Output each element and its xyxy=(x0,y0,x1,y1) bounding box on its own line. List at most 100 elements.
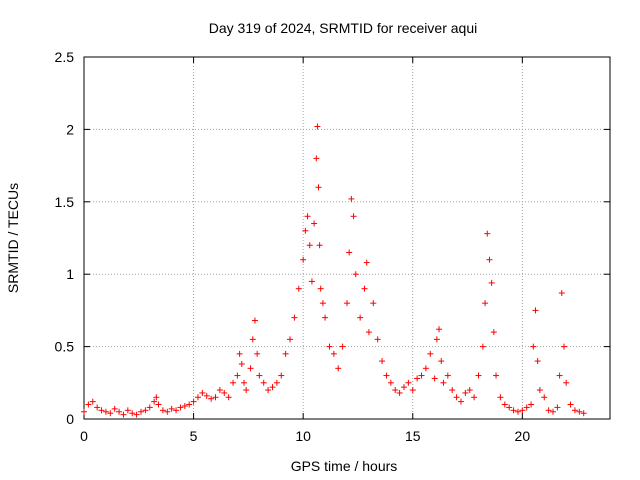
data-point xyxy=(300,256,307,263)
data-point xyxy=(199,389,206,396)
data-point xyxy=(409,387,416,394)
data-point xyxy=(550,408,557,415)
data-point xyxy=(497,394,504,401)
grid-lines xyxy=(84,57,610,419)
data-point xyxy=(414,375,421,382)
data-point xyxy=(532,307,539,314)
data-point xyxy=(427,350,434,357)
data-point xyxy=(383,372,390,379)
data-point xyxy=(466,387,473,394)
data-point xyxy=(260,379,267,386)
data-point xyxy=(311,220,318,227)
data-point xyxy=(287,336,294,343)
x-tick-label: 0 xyxy=(80,428,88,444)
data-point xyxy=(554,404,561,411)
data-point xyxy=(230,379,237,386)
data-point xyxy=(124,407,131,414)
data-point xyxy=(146,404,153,411)
data-point xyxy=(308,278,315,285)
data-point xyxy=(556,372,563,379)
data-point xyxy=(339,343,346,350)
x-tick-label: 5 xyxy=(190,428,198,444)
x-tick-label: 10 xyxy=(295,428,311,444)
data-point xyxy=(306,242,313,249)
data-point xyxy=(514,408,521,415)
data-point xyxy=(534,358,541,365)
data-point xyxy=(405,379,412,386)
data-point xyxy=(247,365,254,372)
data-point xyxy=(265,387,272,394)
data-point xyxy=(111,405,118,412)
data-point xyxy=(571,407,578,414)
x-axis-label: GPS time / hours xyxy=(291,458,398,474)
data-point xyxy=(541,394,548,401)
data-point xyxy=(576,408,583,415)
data-point xyxy=(216,387,223,394)
data-point xyxy=(479,343,486,350)
data-point xyxy=(234,372,241,379)
data-point xyxy=(243,387,250,394)
data-point xyxy=(98,407,105,414)
data-point xyxy=(221,389,228,396)
data-point xyxy=(251,317,258,324)
data-point xyxy=(278,372,285,379)
data-point xyxy=(153,394,160,401)
y-tick-label: 0.5 xyxy=(55,339,75,355)
data-point xyxy=(523,404,530,411)
data-point xyxy=(133,411,140,418)
data-point xyxy=(433,336,440,343)
data-point xyxy=(102,408,109,415)
data-point xyxy=(116,408,123,415)
data-point xyxy=(212,394,219,401)
data-point xyxy=(282,350,289,357)
data-point xyxy=(137,408,144,415)
data-point xyxy=(295,285,302,292)
data-point xyxy=(249,336,256,343)
data-point xyxy=(370,300,377,307)
data-point xyxy=(129,410,136,417)
data-point xyxy=(484,230,491,237)
data-point xyxy=(392,387,399,394)
data-point xyxy=(120,411,127,418)
data-point xyxy=(449,387,456,394)
y-tick-label: 2.5 xyxy=(55,49,75,65)
data-point xyxy=(186,401,193,408)
data-point xyxy=(580,410,587,417)
data-point xyxy=(422,365,429,372)
data-point xyxy=(379,358,386,365)
data-point xyxy=(168,405,175,412)
data-point xyxy=(348,195,355,202)
y-tick-label: 0 xyxy=(66,411,74,427)
data-point xyxy=(519,407,526,414)
chart-title: Day 319 of 2024, SRMTID for receiver aqu… xyxy=(209,20,477,36)
data-point xyxy=(304,213,311,220)
data-point xyxy=(319,300,326,307)
data-point xyxy=(316,242,323,249)
data-point xyxy=(453,394,460,401)
data-point xyxy=(444,372,451,379)
data-point xyxy=(142,407,149,414)
data-point xyxy=(374,336,381,343)
axis-ticks xyxy=(83,56,610,420)
data-point xyxy=(440,379,447,386)
y-tick-label: 1 xyxy=(66,266,74,282)
data-point xyxy=(181,402,188,409)
data-point xyxy=(436,326,443,333)
data-point xyxy=(273,379,280,386)
data-point xyxy=(462,389,469,396)
data-point xyxy=(493,372,500,379)
data-point xyxy=(501,401,508,408)
x-tick-label: 20 xyxy=(515,428,531,444)
data-point xyxy=(475,372,482,379)
data-point xyxy=(317,285,324,292)
data-point xyxy=(482,300,489,307)
y-tick-label: 1.5 xyxy=(55,194,75,210)
data-point xyxy=(457,398,464,405)
data-points xyxy=(81,123,587,418)
plot-frame xyxy=(83,56,611,420)
data-point xyxy=(560,343,567,350)
data-point xyxy=(396,389,403,396)
data-point xyxy=(350,213,357,220)
data-point xyxy=(563,379,570,386)
